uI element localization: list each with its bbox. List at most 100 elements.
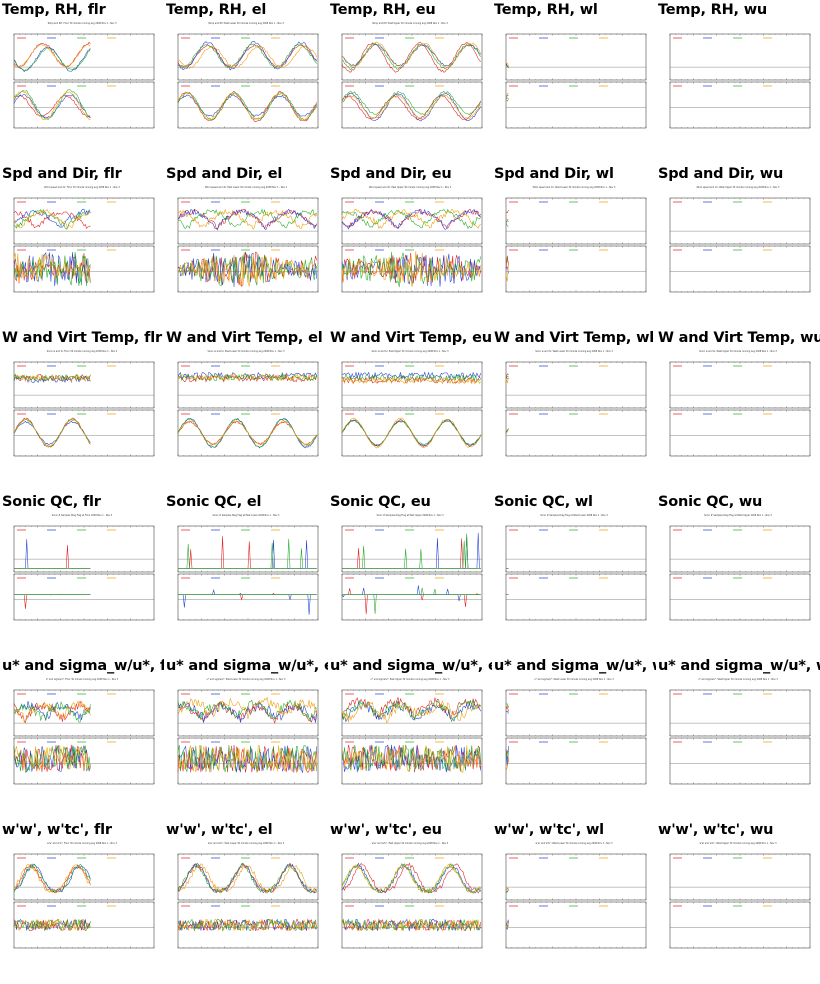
panel-frame <box>505 81 647 129</box>
plot-thumbnail[interactable]: Temp, RH, eu Temp and RH: East Upper 30 m… <box>330 0 494 164</box>
panel-frame <box>669 853 811 901</box>
plot-image: Sonic w and tv: West Upper 30 minute run… <box>658 348 818 490</box>
plot-image: Wind speed and dir: East Upper 30 minute… <box>330 184 490 326</box>
plot-thumbnail[interactable]: Temp, RH, wu <box>658 0 820 164</box>
series-line <box>342 533 481 569</box>
series-line <box>13 94 91 118</box>
plot-subtitle: Temp and RH: Floor 30 minute running avg… <box>48 22 118 25</box>
plot-thumbnail[interactable]: w'w', w'tc', el w'w' and w'tc': East Lowe… <box>166 820 330 984</box>
panel-frame <box>505 689 647 737</box>
plot-subtitle: u* and sigma/u*: Floor 30 minute running… <box>46 678 119 681</box>
panel-frame <box>177 573 319 621</box>
plot-thumbnail[interactable]: Sonic QC, el Sonic # Samples Diag Flag at… <box>166 492 330 656</box>
plot-thumbnail[interactable]: u* and sigma_w/u*, flr u* and sigma/u*: F… <box>2 656 166 820</box>
plot-thumbnail[interactable]: u* and sigma_w/u*, eu u* and sigma/u*: Ea… <box>330 656 494 820</box>
plot-thumbnail[interactable]: W and Virt Temp, eu Sonic w and tv: East … <box>330 328 494 492</box>
series-line <box>13 745 91 773</box>
series-line <box>177 371 317 380</box>
plot-title: Temp, RH, wu <box>658 2 768 18</box>
plot-image: Wind speed and dir: East Lower 30 minute… <box>166 184 326 326</box>
panel-frame <box>669 33 811 81</box>
series-line <box>177 862 317 894</box>
plot-image: Wind speed and dir: West Upper 30 minute… <box>658 184 818 326</box>
series-line <box>505 217 509 220</box>
series-line <box>13 374 91 383</box>
plot-title: Temp, RH, el <box>166 2 267 18</box>
panel-frame <box>669 409 811 457</box>
panel-frame <box>341 573 483 621</box>
plot-thumbnail[interactable]: Spd and Dir, flr Wind speed and dir: Floo… <box>2 164 166 328</box>
series-line <box>505 92 509 99</box>
panel-frame <box>505 245 647 293</box>
series-line <box>341 918 481 932</box>
series-line <box>505 262 509 282</box>
plot-thumbnail[interactable]: u* and sigma_w/u*, el u* and sigma/u*: Ea… <box>166 656 330 820</box>
plot-thumbnail[interactable]: W and Virt Temp, wl Sonic w and tv: West … <box>494 328 658 492</box>
plot-subtitle: Wind speed and dir: West Upper 30 minute… <box>697 186 780 189</box>
plot-thumbnail[interactable]: W and Virt Temp, el Sonic w and tv: East … <box>166 328 330 492</box>
series-line <box>505 65 509 68</box>
series-line <box>177 43 317 68</box>
plot-image: w'w' and w'tc': East Upper 30 minute run… <box>330 840 490 982</box>
series-line <box>505 751 509 759</box>
series-line <box>341 371 481 380</box>
plot-thumbnail[interactable]: Sonic QC, eu Sonic # Samples Diag Flag at… <box>330 492 494 656</box>
series-line <box>13 418 91 448</box>
plot-thumbnail[interactable]: w'w', w'tc', wl w'w' and w'tc': West Lowe… <box>494 820 658 984</box>
series-line <box>13 208 91 228</box>
plot-thumbnail[interactable]: W and Virt Temp, wu Sonic w and tv: West … <box>658 328 820 492</box>
plot-thumbnail[interactable]: Sonic QC, wu Sonic # Samples Diag Flag at… <box>658 492 820 656</box>
series-line <box>341 375 481 384</box>
plot-image <box>494 20 654 162</box>
series-line <box>13 918 91 932</box>
plot-title: w'w', w'tc', wl <box>494 822 604 838</box>
panel-frame <box>13 573 155 621</box>
series-line <box>505 97 509 100</box>
series-line <box>341 376 481 385</box>
plot-title: W and Virt Temp, wl <box>494 330 655 346</box>
plot-thumbnail[interactable]: Spd and Dir, el Wind speed and dir: East … <box>166 164 330 328</box>
plot-subtitle: Wind speed and dir: Floor 30 minute runn… <box>44 186 120 189</box>
series-line <box>13 701 91 723</box>
panel-frame <box>13 689 155 737</box>
plot-thumbnail[interactable]: Temp, RH, wl <box>494 0 658 164</box>
series-line <box>177 919 317 932</box>
series-line <box>341 700 481 724</box>
series-line <box>505 220 509 223</box>
panel-frame <box>669 525 811 573</box>
series-line <box>341 696 481 720</box>
plot-thumbnail[interactable]: w'w', w'tc', wu w'w' and w'tc': West Uppe… <box>658 820 820 984</box>
panel-frame <box>505 525 647 573</box>
series-line <box>341 42 481 70</box>
plot-thumbnail[interactable]: w'w', w'tc', flr w'w' and w'tc': Floor 30… <box>2 820 166 984</box>
plot-title: Sonic QC, wu <box>658 494 763 510</box>
series-line <box>13 744 91 773</box>
plot-thumbnail[interactable]: u* and sigma_w/u*, wl u* and sigma/u*: We… <box>494 656 658 820</box>
plot-thumbnail[interactable]: Sonic QC, flr Sonic # Samples Diag Flag a… <box>2 492 166 656</box>
series-line <box>13 94 91 119</box>
plot-thumbnail[interactable]: w'w', w'tc', eu w'w' and w'tc': East Uppe… <box>330 820 494 984</box>
series-line <box>341 94 481 120</box>
plot-title: u* and sigma_w/u*, wl <box>494 658 656 674</box>
plot-thumbnail[interactable]: u* and sigma_w/u*, wu u* and sigma/u*: We… <box>658 656 820 820</box>
plot-thumbnail[interactable]: Sonic QC, wl Sonic # Samples Diag Flag at… <box>494 492 658 656</box>
plot-subtitle: Sonic w and tv: East Lower 30 minute run… <box>208 350 286 353</box>
panel-frame <box>177 197 319 245</box>
series-line <box>341 208 481 230</box>
plot-subtitle: Sonic w and tv: East Upper 30 minute run… <box>371 350 449 353</box>
series-line <box>178 538 317 569</box>
plot-thumbnail[interactable]: Spd and Dir, eu Wind speed and dir: East … <box>330 164 494 328</box>
series-line <box>177 420 317 446</box>
plot-thumbnail[interactable]: W and Virt Temp, flr Sonic w and tv: Floo… <box>2 328 166 492</box>
plot-thumbnail[interactable]: Spd and Dir, wl Wind speed and dir: West … <box>494 164 658 328</box>
plot-thumbnail[interactable]: Spd and Dir, wu Wind speed and dir: West … <box>658 164 820 328</box>
plot-thumbnail[interactable]: Temp, RH, flr Temp and RH: Floor 30 minut… <box>2 0 166 164</box>
plot-image: Sonic # Samples Diag Flag at East Lower … <box>166 512 326 654</box>
series-line <box>13 90 91 121</box>
series-line <box>177 91 317 121</box>
series-line <box>341 208 481 230</box>
plot-thumbnail[interactable]: Temp, RH, el Temp and RH: East Lower 30 m… <box>166 0 330 164</box>
series-line <box>505 377 509 384</box>
panel-frame <box>505 409 647 457</box>
plot-title: Spd and Dir, eu <box>330 166 452 182</box>
